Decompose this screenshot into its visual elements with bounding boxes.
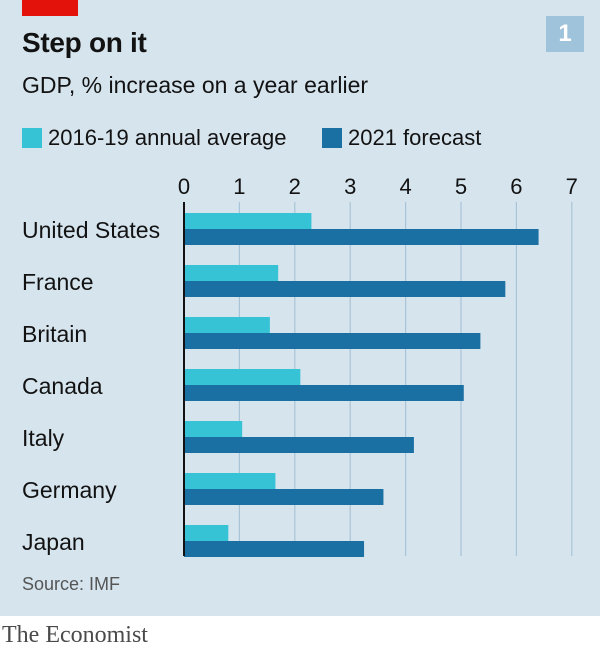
legend-swatch-average [22,128,42,148]
x-tick-label: 7 [566,174,578,199]
legend-item-average: 2016-19 annual average [22,125,287,151]
bar-forecast [184,489,384,505]
category-label: France [22,269,94,295]
legend-label-average: 2016-19 annual average [48,125,287,150]
x-tick-label: 2 [289,174,301,199]
chart-number-badge: 1 [546,16,584,52]
brand-red-tab [22,0,78,16]
bar-forecast [184,333,481,349]
x-tick-label: 6 [510,174,522,199]
bar-average [184,369,301,385]
x-tick-label: 1 [233,174,245,199]
bar-average [184,265,279,281]
x-tick-label: 5 [455,174,467,199]
brand-wordmark: The Economist [2,622,148,648]
chart-title: Step on it [22,27,147,58]
bar-forecast [184,437,414,453]
bar-forecast [184,281,506,297]
legend-label-forecast: 2021 forecast [348,125,482,150]
x-tick-label: 0 [178,174,190,199]
source-note: Source: IMF [22,574,121,594]
bar-forecast [184,385,464,401]
bar-forecast [184,229,539,245]
x-tick-label: 3 [344,174,356,199]
bar-average [184,421,243,437]
bar-forecast [184,541,365,557]
bar-average [184,473,276,489]
category-label: Britain [22,321,87,347]
bar-average [184,213,312,229]
bar-average [184,317,270,333]
chart-subtitle: GDP, % increase on a year earlier [22,72,369,98]
category-label: Germany [22,477,117,503]
category-label: Japan [22,529,85,555]
category-label: Italy [22,425,65,451]
legend-item-forecast: 2021 forecast [322,125,481,151]
chart-panel: 1 Step on it GDP, % increase on a year e… [0,0,600,616]
x-tick-label: 4 [399,174,411,199]
bar-average [184,525,229,541]
legend-swatch-forecast [322,128,342,148]
category-label: United States [22,217,160,243]
bar-chart: 0 1 2 3 4 5 6 7 United States France Britain Canada… [22,174,578,557]
category-label: Canada [22,373,103,399]
